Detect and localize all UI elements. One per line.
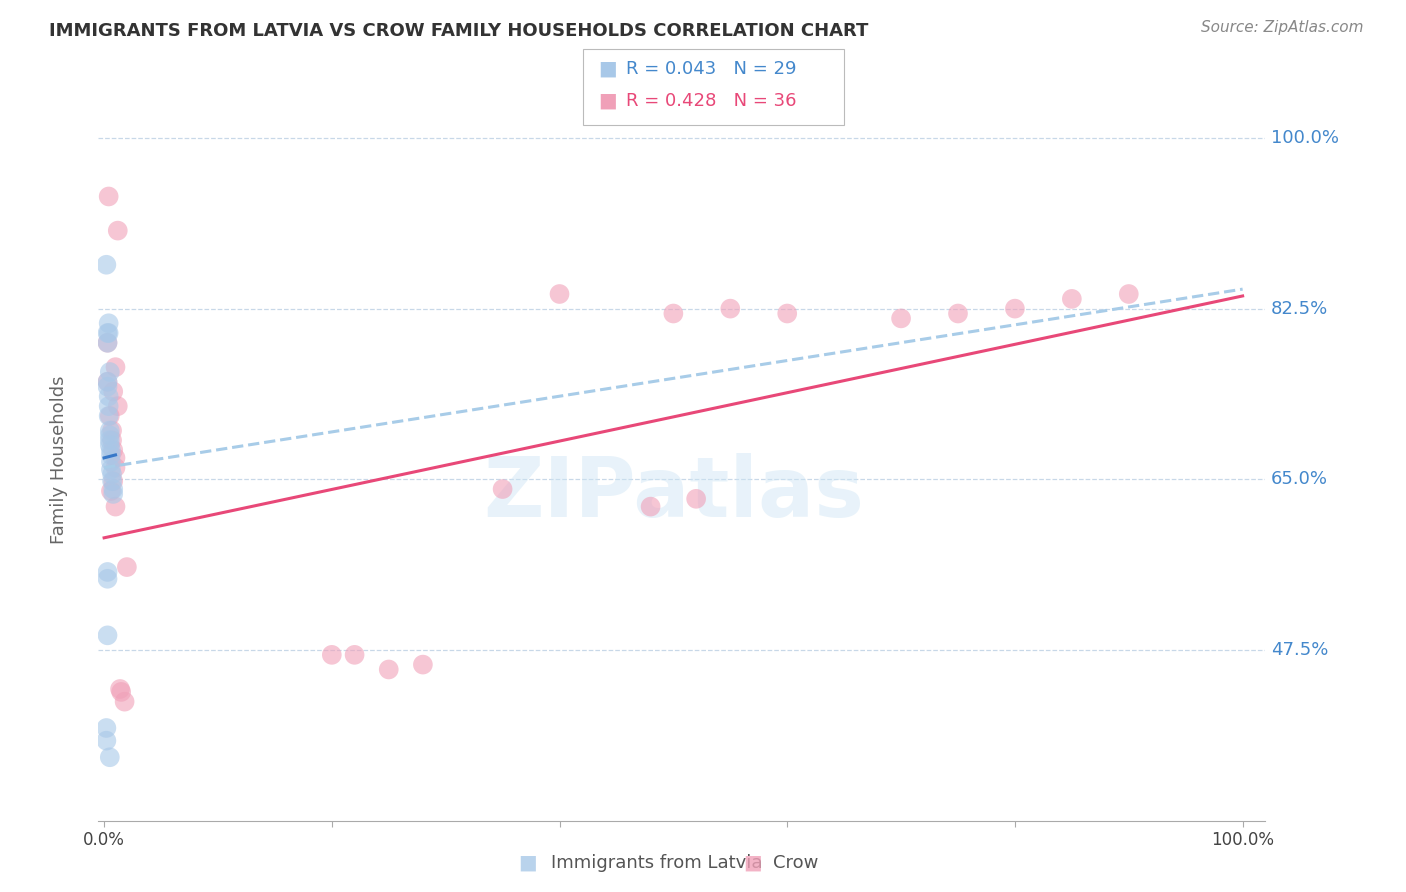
Point	[97, 409, 120, 423]
Point	[108, 681, 131, 696]
Point	[96, 565, 118, 579]
Point	[104, 360, 127, 375]
Point	[946, 306, 969, 320]
Point	[96, 721, 118, 735]
Point	[377, 663, 399, 677]
Point	[96, 375, 118, 389]
Point	[103, 384, 125, 399]
Point	[1060, 292, 1083, 306]
Point	[98, 365, 121, 379]
Point	[97, 189, 120, 203]
Point	[98, 438, 121, 452]
Point	[104, 450, 127, 465]
Point	[103, 487, 125, 501]
Point	[101, 467, 124, 482]
Point	[343, 648, 366, 662]
Point	[103, 475, 125, 489]
Text: R = 0.043   N = 29: R = 0.043 N = 29	[626, 60, 796, 78]
Point	[96, 379, 118, 393]
Text: ▪: ▪	[598, 87, 619, 115]
Point	[98, 424, 121, 438]
Point	[548, 287, 571, 301]
Point	[97, 389, 120, 403]
Point	[97, 399, 120, 413]
Text: 82.5%: 82.5%	[1271, 300, 1329, 318]
Point	[100, 443, 122, 458]
Point	[110, 685, 132, 699]
Point	[321, 648, 343, 662]
Point	[96, 628, 118, 642]
Point	[96, 258, 118, 272]
Text: 47.5%: 47.5%	[1271, 641, 1329, 659]
Point	[96, 572, 118, 586]
Point	[100, 455, 122, 469]
Point	[98, 409, 121, 423]
Point	[718, 301, 741, 316]
Point	[101, 424, 124, 438]
Text: ▪: ▪	[598, 54, 619, 83]
Text: Family Households: Family Households	[49, 376, 67, 544]
Point	[114, 695, 136, 709]
Point	[96, 326, 118, 340]
Point	[100, 483, 122, 498]
Point	[776, 306, 799, 320]
Point	[890, 311, 912, 326]
Text: IMMIGRANTS FROM LATVIA VS CROW FAMILY HOUSEHOLDS CORRELATION CHART: IMMIGRANTS FROM LATVIA VS CROW FAMILY HO…	[49, 22, 869, 40]
Point	[1118, 287, 1140, 301]
Point	[97, 326, 120, 340]
Point	[96, 335, 118, 350]
Point	[96, 375, 118, 389]
Point	[98, 750, 121, 764]
Point	[1004, 301, 1026, 316]
Text: Immigrants from Latvia: Immigrants from Latvia	[551, 855, 762, 872]
Point	[115, 560, 138, 574]
Point	[491, 482, 513, 496]
Point	[103, 443, 125, 458]
Point	[103, 482, 125, 496]
Point	[412, 657, 434, 672]
Point	[97, 316, 120, 330]
Point	[640, 500, 662, 514]
Point	[96, 335, 118, 350]
Point	[100, 462, 122, 476]
Point	[98, 434, 121, 448]
Text: R = 0.428   N = 36: R = 0.428 N = 36	[626, 92, 796, 110]
Point	[107, 399, 129, 413]
Point	[685, 491, 707, 506]
Text: Crow: Crow	[773, 855, 818, 872]
Point	[107, 224, 129, 238]
Point	[104, 500, 127, 514]
Point	[101, 434, 124, 448]
Text: ▪: ▪	[517, 849, 537, 878]
Point	[96, 733, 118, 747]
Text: Source: ZipAtlas.com: Source: ZipAtlas.com	[1201, 20, 1364, 35]
Text: ▪: ▪	[742, 849, 762, 878]
Point	[104, 460, 127, 475]
Text: 100.0%: 100.0%	[1271, 129, 1339, 147]
Point	[101, 475, 124, 489]
Text: 65.0%: 65.0%	[1271, 470, 1329, 488]
Text: ZIPatlas: ZIPatlas	[482, 453, 863, 534]
Point	[662, 306, 685, 320]
Point	[100, 448, 122, 462]
Point	[98, 428, 121, 442]
